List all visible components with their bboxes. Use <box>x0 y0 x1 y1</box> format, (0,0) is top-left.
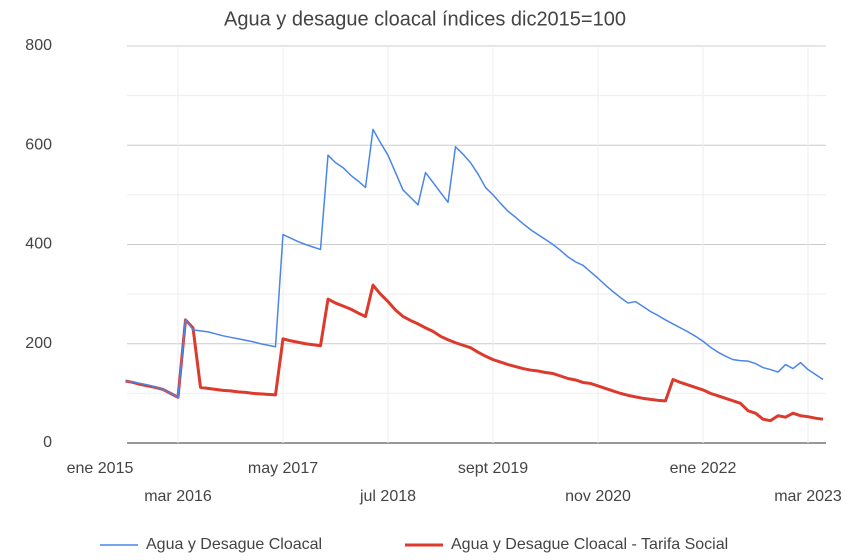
y-tick-label: 800 <box>25 37 52 54</box>
series-line <box>125 128 824 399</box>
x-tick-label: mar 2016 <box>144 488 212 505</box>
y-tick-label: 0 <box>43 434 52 451</box>
x-tick-label: mar 2023 <box>774 488 842 505</box>
x-tick-label: may 2017 <box>248 460 318 477</box>
chart-title: Agua y desague cloacal índices dic2015=1… <box>224 8 626 30</box>
legend-label: Agua y Desague Cloacal <box>146 536 322 553</box>
x-tick-label: ene 2015 <box>67 460 134 477</box>
legend-label: Agua y Desague Cloacal - Tarifa Social <box>451 536 728 553</box>
x-tick-label: ene 2022 <box>670 460 737 477</box>
x-tick-label: nov 2020 <box>565 488 631 505</box>
series-line <box>125 283 824 423</box>
x-tick-label: sept 2019 <box>458 460 528 477</box>
x-tick-label: jul 2018 <box>359 488 416 505</box>
y-tick-label: 200 <box>25 335 52 352</box>
y-tick-label: 600 <box>25 136 52 153</box>
y-tick-label: 400 <box>25 236 52 253</box>
